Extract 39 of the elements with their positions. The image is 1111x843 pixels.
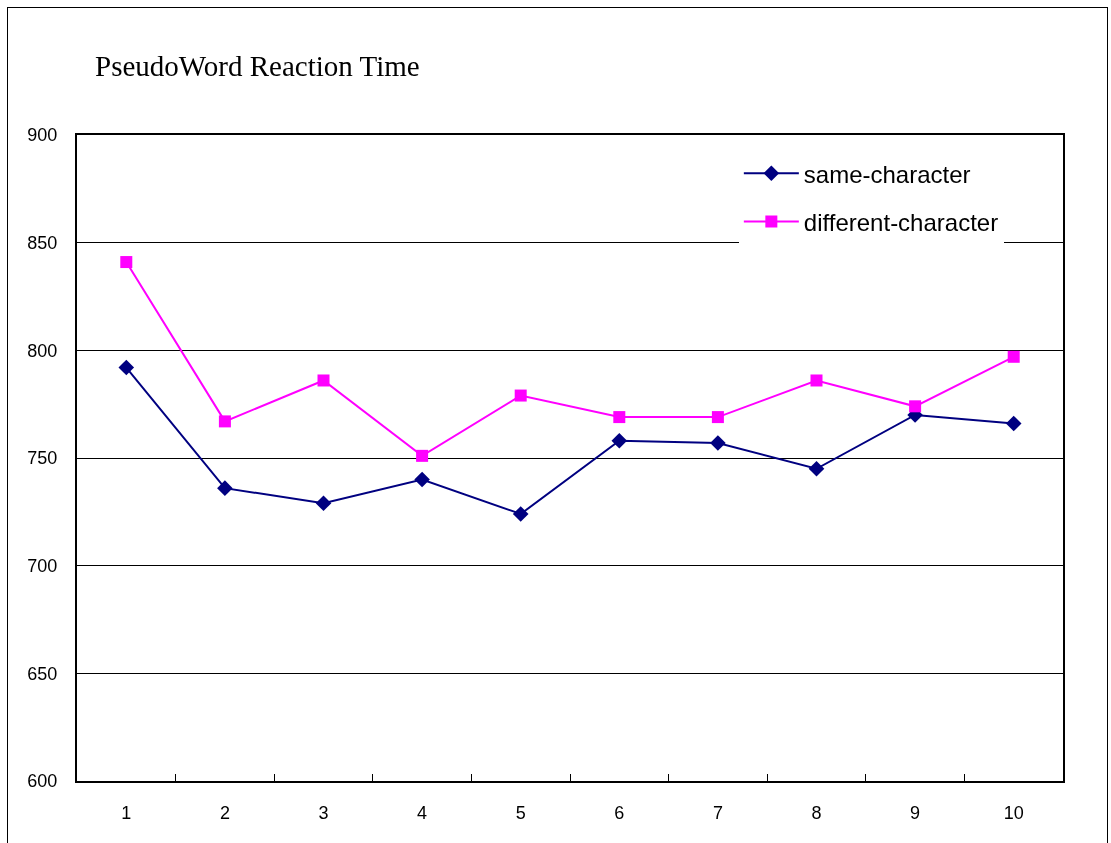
point (1007, 350, 1020, 363)
y-tick-label: 600 (27, 771, 58, 792)
point (810, 374, 823, 387)
chart-title: PseudoWord Reaction Time (95, 50, 420, 83)
x-tick-label: 2 (219, 802, 230, 823)
point (711, 411, 724, 424)
point (808, 460, 825, 477)
x-tick-label: 10 (1003, 802, 1024, 823)
x-tick-label: 3 (318, 802, 329, 823)
y-tick-label: 650 (27, 663, 58, 684)
x-tick-label: 4 (417, 802, 428, 823)
point (120, 256, 133, 269)
y-tick-label: 750 (27, 448, 58, 469)
x-tick-label: 1 (121, 802, 132, 823)
y-tick-label: 700 (27, 555, 58, 576)
point (315, 495, 332, 512)
point (909, 400, 922, 413)
point (217, 480, 233, 496)
y-tick-label: 900 (27, 125, 58, 146)
point (317, 374, 330, 387)
point (414, 471, 430, 488)
point (514, 389, 527, 402)
legend-label: same-character (803, 160, 971, 188)
point (611, 432, 628, 449)
x-tick-label: 5 (515, 802, 526, 823)
point (512, 506, 529, 522)
y-tick-label: 800 (27, 340, 58, 361)
x-tick-label: 8 (811, 802, 822, 823)
legend-label: different-character (803, 208, 999, 236)
x-tick-label: 6 (614, 802, 625, 823)
point (613, 411, 626, 424)
point (416, 449, 429, 462)
point (710, 435, 726, 451)
x-tick-label: 7 (712, 802, 723, 823)
point (218, 415, 231, 428)
point (1005, 415, 1022, 432)
x-tick-label: 9 (910, 802, 921, 823)
y-tick-label: 850 (27, 232, 58, 253)
point (118, 359, 135, 376)
